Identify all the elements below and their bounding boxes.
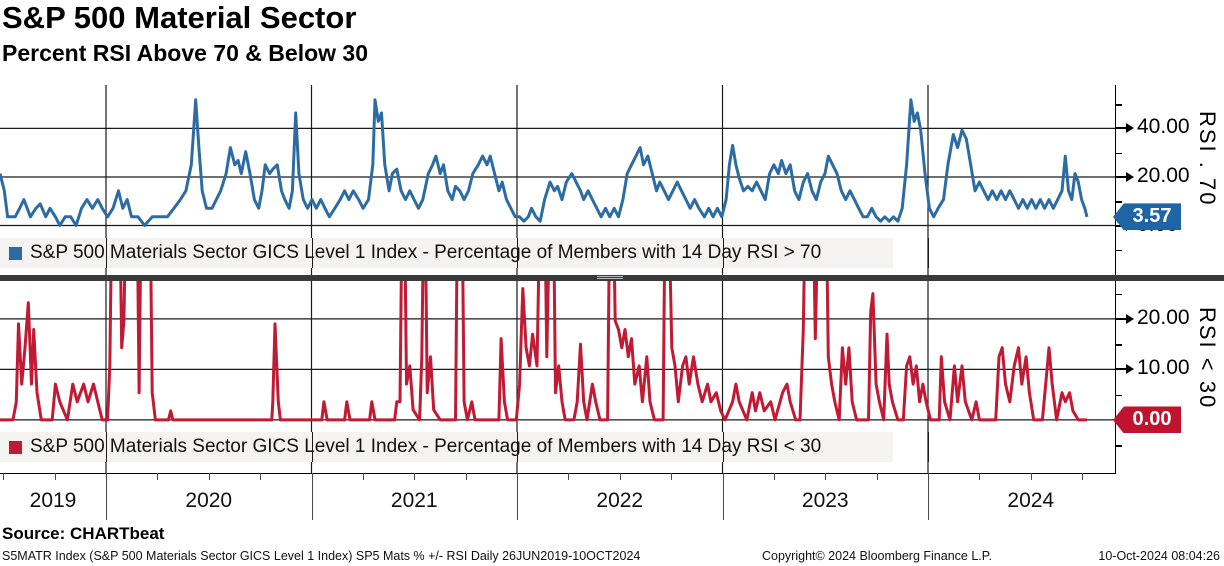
y-axis-minor-tick bbox=[1115, 104, 1122, 106]
page-title: S&P 500 Material Sector bbox=[2, 0, 357, 35]
right-axis-title-top: RSI . 70 bbox=[1195, 110, 1220, 206]
panel-divider-handle[interactable] bbox=[0, 275, 1224, 281]
legend-rsi-below-30: S&P 500 Materials Sector GICS Level 1 In… bbox=[0, 432, 929, 462]
x-axis-year-label: 2020 bbox=[185, 489, 233, 512]
x-axis-year-tick bbox=[106, 473, 107, 520]
x-axis-line bbox=[0, 473, 1116, 474]
v-gridline bbox=[722, 238, 724, 268]
y-axis-minor-tick bbox=[1115, 394, 1122, 397]
y-axis-major-tick bbox=[1115, 368, 1128, 371]
y-axis-tick-label: 40.00 bbox=[1137, 115, 1190, 139]
y-axis-major-tick bbox=[1115, 175, 1128, 178]
y-axis-major-tick bbox=[1115, 317, 1128, 320]
legend-rsi-above-70: S&P 500 Materials Sector GICS Level 1 In… bbox=[0, 238, 929, 268]
v-gridline bbox=[106, 238, 107, 268]
y-axis-minor-tick bbox=[1115, 293, 1122, 296]
right-axis-title-bottom: RSI < 30 bbox=[1195, 307, 1220, 410]
x-axis-year-tick bbox=[311, 473, 313, 520]
divider-grip-icon bbox=[597, 276, 623, 280]
v-gridline bbox=[517, 432, 518, 462]
x-axis-minor-tick bbox=[54, 473, 56, 480]
rsi-above-70-plot-area[interactable] bbox=[0, 85, 1115, 276]
y-axis-tick-label: 10.00 bbox=[1137, 356, 1190, 380]
y-axis-tick-arrow-icon bbox=[1126, 364, 1134, 375]
x-axis-year-label: 2021 bbox=[390, 489, 438, 512]
x-axis-minor-tick bbox=[671, 473, 673, 480]
y-axis-minor-tick bbox=[1115, 201, 1122, 203]
x-axis-minor-tick bbox=[876, 473, 878, 480]
x-axis-year-label: 2023 bbox=[801, 489, 849, 512]
v-gridline bbox=[517, 238, 518, 268]
x-axis-minor-tick bbox=[157, 473, 159, 480]
y-axis-minor-tick bbox=[1115, 445, 1122, 447]
x-axis-minor-tick bbox=[362, 473, 364, 480]
x-axis-minor-tick bbox=[568, 473, 570, 480]
y-axis-minor-tick bbox=[1115, 152, 1122, 155]
last-value-badge-blue: 3.57 bbox=[1113, 203, 1181, 231]
x-axis-minor-tick bbox=[3, 473, 5, 480]
x-axis-minor-tick bbox=[208, 473, 210, 480]
legend-label: S&P 500 Materials Sector GICS Level 1 In… bbox=[30, 242, 822, 263]
x-axis-minor-tick bbox=[773, 473, 775, 480]
v-gridline bbox=[928, 432, 929, 462]
x-axis-year-label: 2019 bbox=[29, 489, 77, 512]
x-axis-minor-tick bbox=[825, 473, 827, 480]
x-axis-year-tick bbox=[722, 473, 724, 520]
y-axis-minor-tick bbox=[1115, 344, 1122, 346]
y-axis-minor-tick bbox=[1115, 249, 1122, 252]
x-axis-minor-tick bbox=[619, 473, 621, 480]
footer-copyright: Copyright© 2024 Bloomberg Finance L.P. bbox=[762, 549, 992, 563]
series-line bbox=[0, 98, 1089, 227]
x-axis-minor-tick bbox=[260, 473, 262, 480]
x-axis-minor-tick bbox=[414, 473, 416, 480]
v-gridline bbox=[928, 238, 929, 268]
v-gridline bbox=[311, 432, 313, 462]
v-gridline bbox=[106, 432, 107, 462]
legend-label: S&P 500 Materials Sector GICS Level 1 In… bbox=[30, 436, 822, 457]
y-axis-tick-arrow-icon bbox=[1126, 313, 1134, 324]
y-axis-tick-arrow-icon bbox=[1126, 171, 1134, 182]
v-gridline bbox=[311, 238, 313, 268]
x-axis-minor-tick bbox=[1030, 473, 1032, 480]
blue-series-swatch-icon bbox=[9, 246, 22, 260]
x-axis-year-label: 2022 bbox=[596, 489, 644, 512]
page-subtitle: Percent RSI Above 70 & Below 30 bbox=[2, 40, 369, 66]
series-line bbox=[0, 281, 1087, 422]
last-value-badge-red: 0.00 bbox=[1113, 406, 1181, 434]
y-axis-major-tick bbox=[1115, 127, 1128, 130]
y-axis-tick-label: 20.00 bbox=[1137, 305, 1190, 329]
x-axis-year-tick bbox=[928, 473, 929, 520]
footer-ticker-info: S5MATR Index (S&P 500 Materials Sector G… bbox=[2, 549, 641, 563]
red-series-swatch-icon bbox=[9, 440, 22, 454]
x-axis-minor-tick bbox=[979, 473, 981, 480]
x-axis-minor-tick bbox=[1082, 473, 1084, 480]
source-credit: Source: CHARTbeat bbox=[2, 524, 165, 543]
x-axis-year-tick bbox=[517, 473, 518, 520]
y-axis-tick-arrow-icon bbox=[1126, 123, 1134, 134]
x-axis-minor-tick bbox=[465, 473, 467, 480]
footer-datetime: 10-Oct-2024 08:04:26 bbox=[1098, 549, 1220, 563]
v-gridline bbox=[722, 432, 724, 462]
x-axis-year-label: 2024 bbox=[1007, 489, 1055, 512]
y-axis-tick-label: 20.00 bbox=[1137, 163, 1190, 187]
